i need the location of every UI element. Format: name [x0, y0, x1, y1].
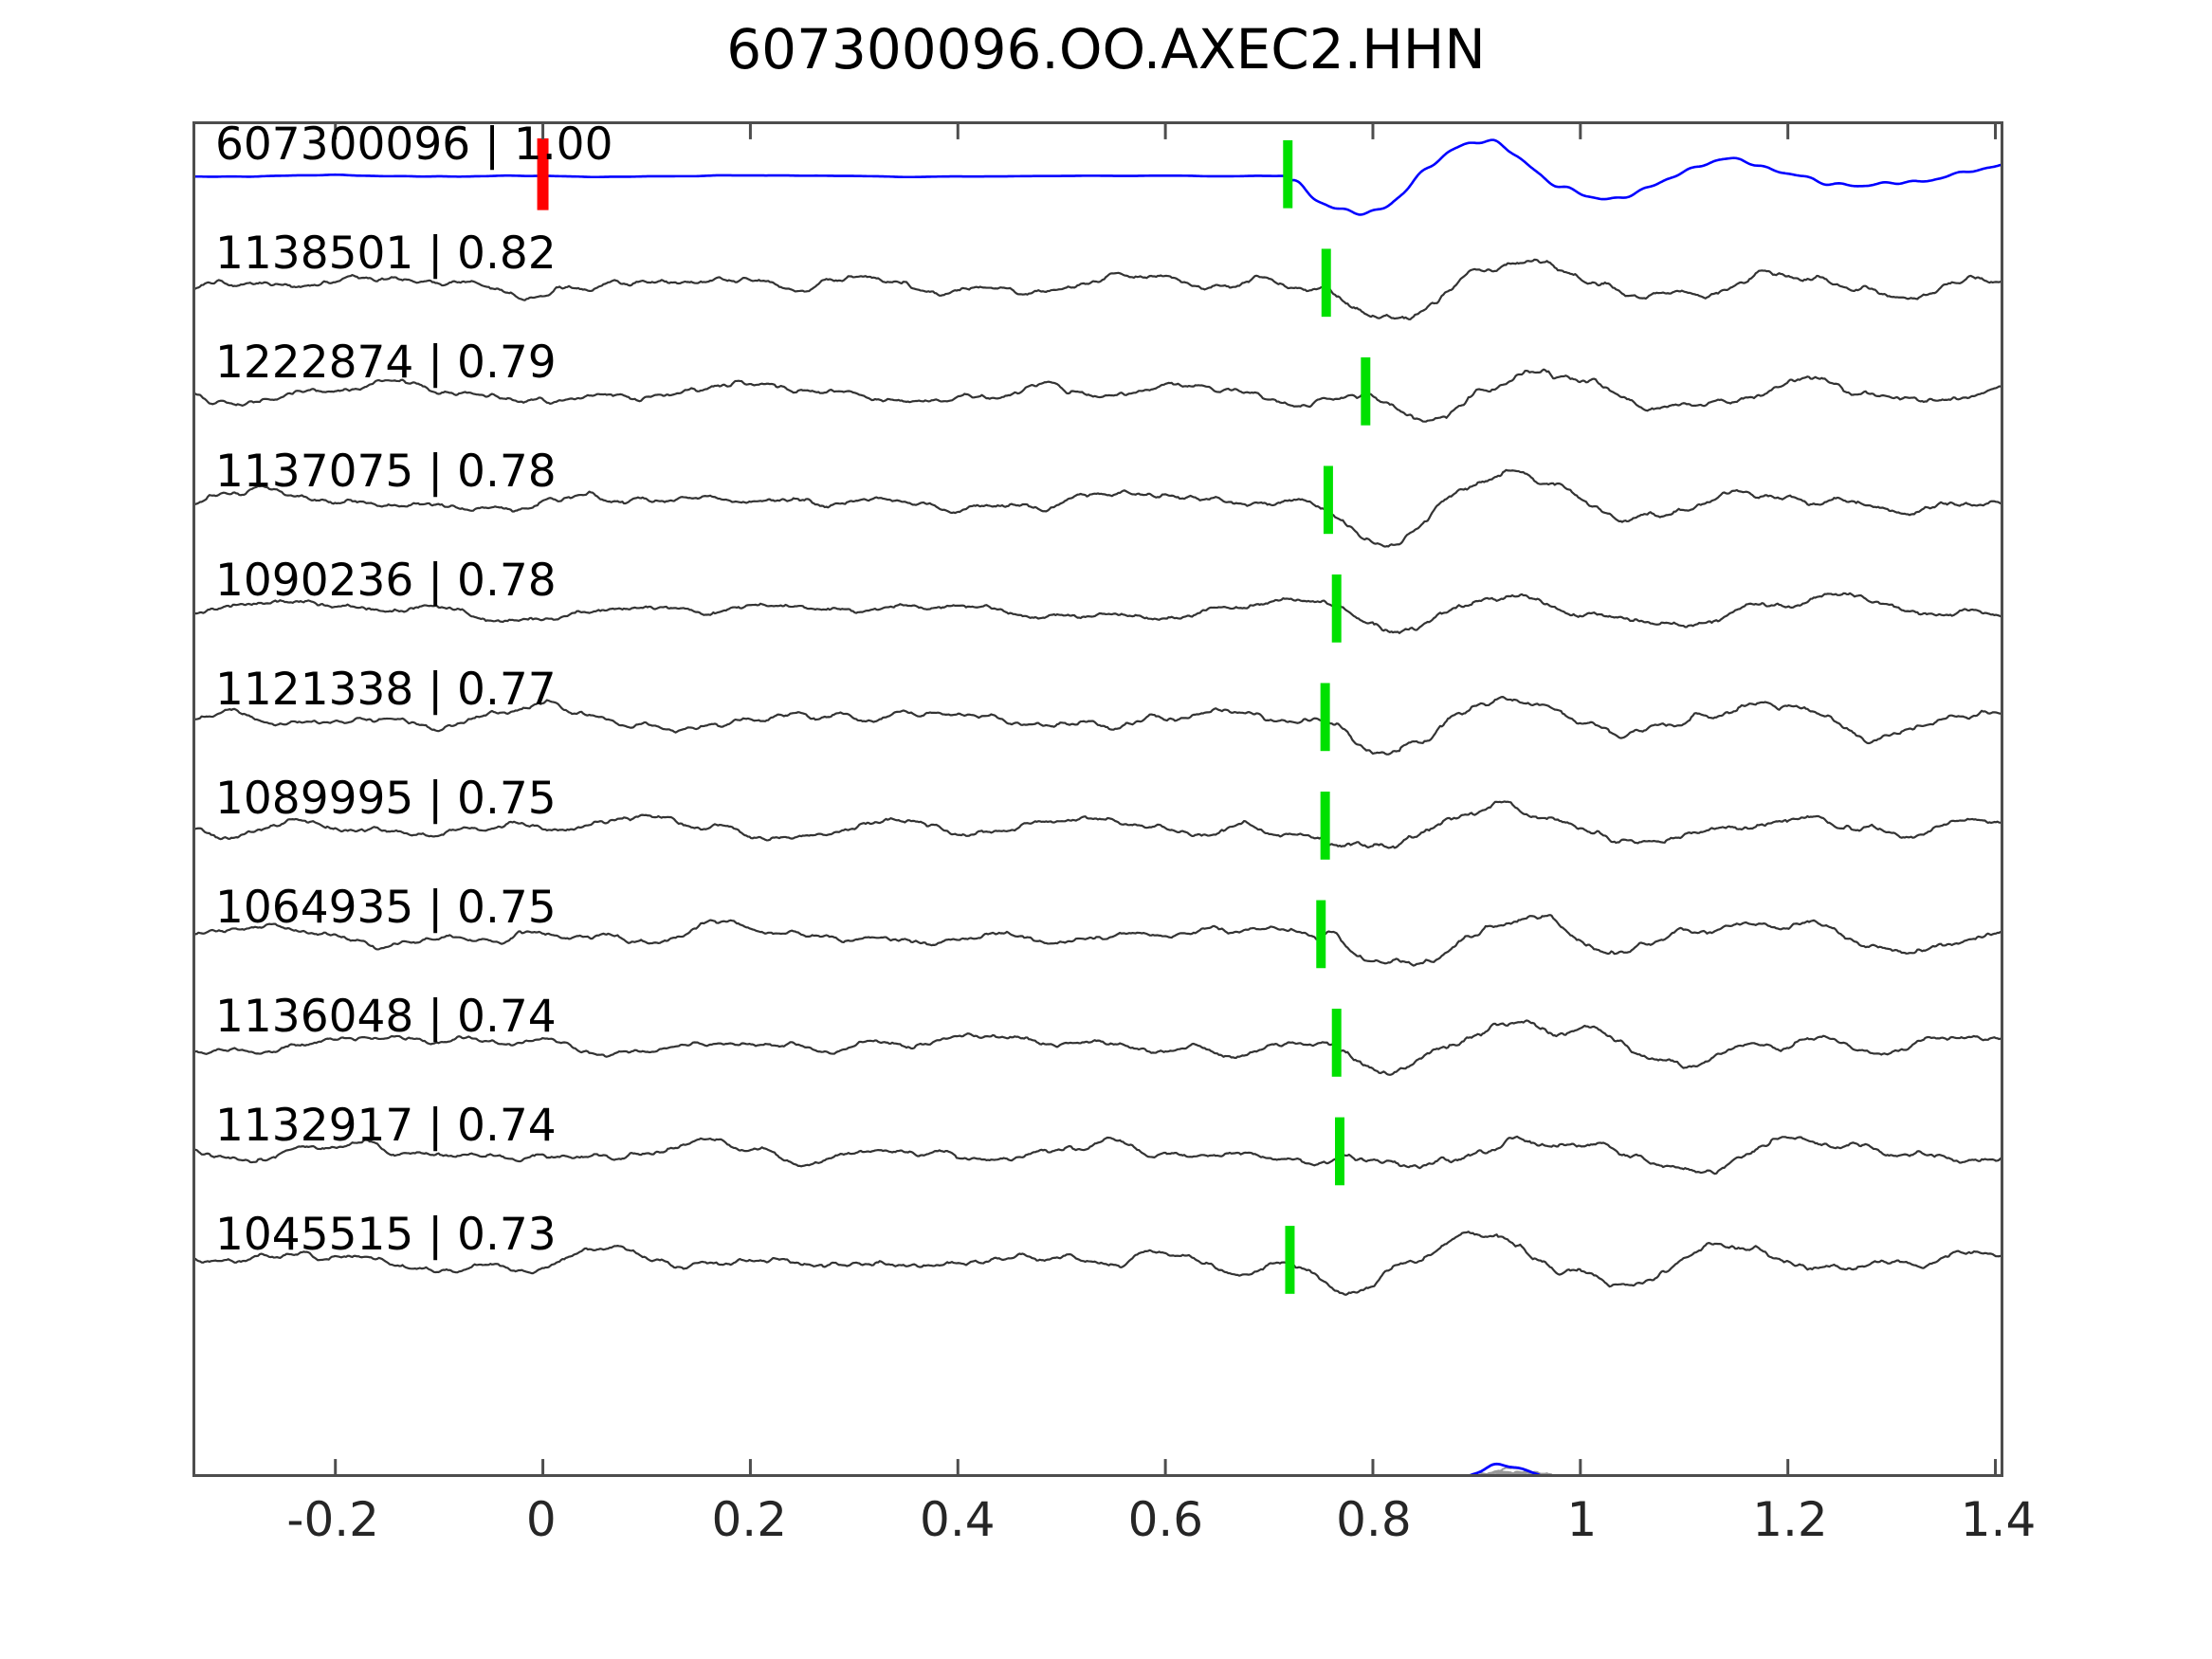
row-label-8: 1136048 | 0.74 [215, 991, 557, 1043]
x-tick-label: -0.2 [286, 1492, 379, 1547]
x-tick-label: 0 [525, 1492, 557, 1547]
stack-overlay-panel [1469, 1462, 1553, 1474]
pick-marker-green [1320, 683, 1330, 752]
trace-row-1089995 [195, 792, 2001, 860]
pick-marker-green [1316, 900, 1326, 969]
x-tick-label: 1 [1566, 1492, 1598, 1547]
stack-member-trace [1490, 1470, 1516, 1474]
pick-marker-green [1321, 248, 1331, 318]
stack-member-trace [1503, 1470, 1552, 1474]
pick-marker-green [1361, 356, 1371, 426]
trace-row-607300096 [195, 137, 2001, 216]
row-label-9: 1132917 | 0.74 [215, 1100, 557, 1152]
waveform-plot-svg [195, 124, 2001, 1474]
trace-row-1045515 [195, 1226, 2001, 1296]
row-label-1: 1138501 | 0.82 [215, 228, 557, 280]
waveform-trace [195, 1231, 2001, 1296]
x-tick-label: 1.2 [1752, 1492, 1828, 1547]
row-label-0: 607300096 | 1.00 [215, 118, 613, 171]
waveform-trace [195, 800, 2001, 849]
trace-row-1132917 [195, 1117, 2001, 1186]
pick-marker-green [1331, 574, 1342, 643]
origin-marker-red [537, 137, 549, 210]
row-label-3: 1137075 | 0.78 [215, 446, 557, 498]
pick-marker-green [1320, 792, 1330, 860]
waveform-trace [195, 1019, 2001, 1076]
trace-row-1121338 [195, 683, 2001, 756]
x-tick-label: 0.2 [711, 1492, 788, 1547]
stack-template-trace [1469, 1462, 1541, 1474]
waveform-trace [195, 368, 2001, 423]
pick-marker-green [1283, 139, 1293, 209]
waveform-trace [195, 696, 2001, 756]
row-label-2: 1222874 | 0.79 [215, 337, 557, 389]
x-tick-label: 0.6 [1127, 1492, 1204, 1547]
pick-marker-green [1335, 1117, 1344, 1186]
waveform-trace [195, 138, 2001, 216]
stack-member-trace [1478, 1467, 1537, 1474]
row-label-10: 1045515 | 0.73 [215, 1209, 557, 1261]
row-label-6: 1089995 | 0.75 [215, 773, 557, 825]
trace-row-1138501 [195, 248, 2001, 320]
pick-marker-green [1331, 1009, 1342, 1077]
page-title: 607300096.OO.AXEC2.HHN [726, 17, 1486, 82]
waveform-trace [195, 914, 2001, 967]
waveform-trace [195, 1135, 2001, 1176]
waveform-trace [195, 468, 2001, 548]
trace-row-1064935 [195, 900, 2001, 969]
stack-member-trace [1489, 1471, 1535, 1474]
row-label-4: 1090236 | 0.78 [215, 555, 557, 607]
pick-marker-green [1323, 465, 1333, 535]
x-tick-label: 0.8 [1336, 1492, 1412, 1547]
x-tick-label: 0.4 [920, 1492, 996, 1547]
trace-row-1137075 [195, 465, 2001, 548]
waveform-trace [195, 258, 2001, 320]
trace-row-1222874 [195, 356, 2001, 426]
x-tick-label: 1.4 [1960, 1492, 2037, 1547]
pick-marker-green [1285, 1226, 1295, 1294]
row-label-5: 1121338 | 0.77 [215, 664, 557, 716]
trace-row-1090236 [195, 574, 2001, 643]
plot-axes [192, 121, 2003, 1477]
trace-row-1136048 [195, 1009, 2001, 1077]
stack-member-trace [1472, 1469, 1545, 1474]
waveform-trace [195, 592, 2001, 634]
row-label-7: 1064935 | 0.75 [215, 882, 557, 934]
stack-member-trace [1485, 1469, 1526, 1474]
